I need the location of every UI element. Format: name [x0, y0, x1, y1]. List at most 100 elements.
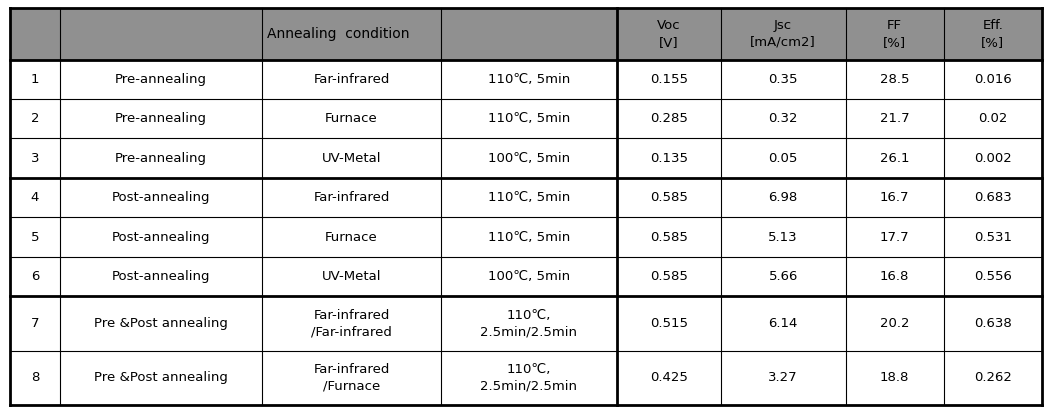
Text: 6.14: 6.14 — [768, 317, 797, 330]
Text: Furnace: Furnace — [325, 112, 378, 125]
Text: Annealing  condition: Annealing condition — [267, 27, 409, 41]
Bar — [721, 217, 846, 257]
Text: 0.425: 0.425 — [650, 371, 688, 384]
Bar — [11, 217, 60, 257]
Text: Pre &Post annealing: Pre &Post annealing — [94, 317, 227, 330]
Bar — [944, 351, 1041, 405]
Text: Far-infrared: Far-infrared — [313, 73, 389, 86]
Bar — [441, 257, 616, 296]
Text: 20.2: 20.2 — [879, 317, 909, 330]
Bar — [11, 296, 60, 351]
Text: 0.32: 0.32 — [768, 112, 797, 125]
Bar — [616, 178, 721, 217]
Bar — [616, 351, 721, 405]
Bar — [846, 351, 944, 405]
Bar — [60, 217, 262, 257]
Bar — [441, 59, 616, 99]
Bar — [441, 138, 616, 178]
Text: 17.7: 17.7 — [879, 230, 910, 244]
Text: 0.02: 0.02 — [978, 112, 1008, 125]
Bar — [60, 351, 262, 405]
Text: 6: 6 — [31, 270, 39, 283]
Text: UV-Metal: UV-Metal — [322, 270, 381, 283]
Bar — [60, 8, 616, 59]
Bar — [11, 257, 60, 296]
Bar — [944, 296, 1041, 351]
Bar — [944, 178, 1041, 217]
Text: 0.016: 0.016 — [974, 73, 1012, 86]
Text: 0.515: 0.515 — [650, 317, 688, 330]
Bar — [11, 99, 60, 138]
Text: 0.585: 0.585 — [650, 191, 688, 204]
Bar — [262, 296, 441, 351]
Text: 0.585: 0.585 — [650, 230, 688, 244]
Text: Post-annealing: Post-annealing — [112, 191, 210, 204]
Bar — [262, 178, 441, 217]
Bar — [944, 59, 1041, 99]
Bar — [441, 99, 616, 138]
Text: 110℃, 5min: 110℃, 5min — [488, 112, 570, 125]
Bar — [721, 257, 846, 296]
Bar — [60, 257, 262, 296]
Text: 0.585: 0.585 — [650, 270, 688, 283]
Bar — [60, 99, 262, 138]
Text: 100℃, 5min: 100℃, 5min — [488, 270, 570, 283]
Text: 16.7: 16.7 — [879, 191, 909, 204]
Bar — [721, 296, 846, 351]
Text: 5: 5 — [31, 230, 39, 244]
Text: 0.135: 0.135 — [650, 152, 688, 165]
Bar — [616, 8, 721, 59]
Bar — [60, 59, 262, 99]
Text: Pre-annealing: Pre-annealing — [115, 152, 207, 165]
Text: FF
[%]: FF [%] — [883, 19, 906, 49]
Text: Pre-annealing: Pre-annealing — [115, 73, 207, 86]
Bar — [262, 99, 441, 138]
Text: 0.155: 0.155 — [650, 73, 688, 86]
Text: 2: 2 — [31, 112, 39, 125]
Bar — [846, 296, 944, 351]
Text: Furnace: Furnace — [325, 230, 378, 244]
Bar — [846, 257, 944, 296]
Text: 3: 3 — [31, 152, 39, 165]
Text: Voc
[V]: Voc [V] — [656, 19, 681, 49]
Text: 18.8: 18.8 — [879, 371, 909, 384]
Text: 3.27: 3.27 — [768, 371, 798, 384]
Text: 110℃,
2.5min/2.5min: 110℃, 2.5min/2.5min — [481, 363, 578, 392]
Bar — [721, 8, 846, 59]
Bar — [721, 138, 846, 178]
Text: 4: 4 — [31, 191, 39, 204]
Bar — [616, 296, 721, 351]
Bar — [616, 257, 721, 296]
Bar — [262, 257, 441, 296]
Text: 26.1: 26.1 — [879, 152, 909, 165]
Bar — [11, 178, 60, 217]
Text: 6.98: 6.98 — [769, 191, 797, 204]
Text: 0.262: 0.262 — [974, 371, 1012, 384]
Bar — [441, 217, 616, 257]
Bar — [846, 59, 944, 99]
Text: Eff.
[%]: Eff. [%] — [982, 19, 1005, 49]
Bar — [11, 59, 60, 99]
Text: Post-annealing: Post-annealing — [112, 270, 210, 283]
Bar — [944, 217, 1041, 257]
Bar — [441, 296, 616, 351]
Bar — [11, 8, 60, 59]
Bar — [441, 178, 616, 217]
Bar — [721, 99, 846, 138]
Text: 100℃, 5min: 100℃, 5min — [488, 152, 570, 165]
Bar — [60, 296, 262, 351]
Bar — [616, 217, 721, 257]
Bar — [262, 138, 441, 178]
Text: 0.002: 0.002 — [974, 152, 1012, 165]
Bar — [262, 59, 441, 99]
Text: 0.638: 0.638 — [974, 317, 1012, 330]
Bar — [60, 178, 262, 217]
Text: Far-infrared
/Far-infrared: Far-infrared /Far-infrared — [311, 309, 392, 338]
Bar — [616, 99, 721, 138]
Bar — [846, 138, 944, 178]
Text: 1: 1 — [31, 73, 39, 86]
Bar — [11, 351, 60, 405]
Text: Far-infrared
/Furnace: Far-infrared /Furnace — [313, 363, 389, 392]
Bar — [60, 138, 262, 178]
Text: 110℃, 5min: 110℃, 5min — [488, 191, 570, 204]
